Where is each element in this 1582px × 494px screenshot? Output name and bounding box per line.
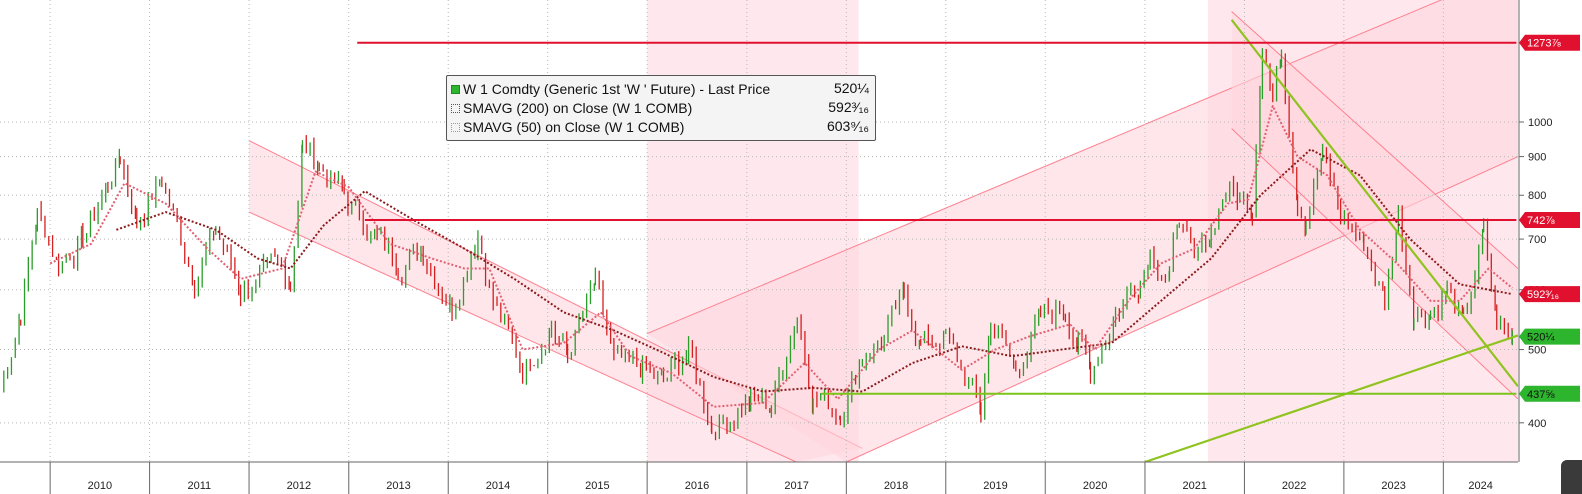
price-tag: 742⅞ — [1519, 211, 1580, 228]
sma200-swatch-icon — [451, 103, 460, 113]
price-tag: 437⅝ — [1519, 385, 1580, 402]
plot-layer — [0, 0, 1518, 462]
price-tag-label: 592³⁄₁₆ — [1527, 289, 1559, 301]
price-tag-label: 1273⅞ — [1527, 38, 1561, 50]
y-tick-label: 500 — [1528, 345, 1546, 357]
x-tick-label: 2016 — [685, 480, 709, 492]
x-tick-label: 2023 — [1381, 480, 1405, 492]
legend-value-price: 520¼ — [833, 80, 869, 96]
price-swatch-icon — [451, 84, 460, 94]
price-tag-label: 520¼ — [1527, 332, 1555, 344]
legend-label-sma50: SMAVG (50) on Close (W 1 COMB) — [463, 119, 685, 136]
legend-row-sma50: SMAVG (50) on Close (W 1 COMB) — [451, 117, 684, 135]
y-tick-label: 800 — [1528, 190, 1546, 202]
sma50-line — [49, 104, 1513, 408]
x-tick-label: 2013 — [386, 480, 410, 492]
legend-value-sma200: 592³⁄₁₆ — [828, 99, 869, 115]
y-tick-label: 1000 — [1528, 117, 1552, 129]
x-tick-label: 2015 — [585, 480, 609, 492]
legend-label-sma200: SMAVG (200) on Close (W 1 COMB) — [463, 100, 693, 117]
price-tag-label: 742⅞ — [1527, 215, 1555, 227]
legend: W 1 Comdty (Generic 1st 'W ' Future) - L… — [446, 75, 876, 141]
legend-row-price: W 1 Comdty (Generic 1st 'W ' Future) - L… — [451, 79, 770, 97]
x-tick-label: 2020 — [1083, 480, 1107, 492]
price-tag-shape — [1519, 34, 1580, 51]
x-tick-label: 2012 — [287, 480, 311, 492]
price-tag-shape — [1519, 328, 1580, 345]
price-tag: 520¼ — [1519, 328, 1580, 345]
x-tick-label: 2021 — [1182, 480, 1206, 492]
sma50-swatch-icon — [451, 122, 460, 132]
trendline — [1230, 19, 1518, 388]
channel-edge — [646, 0, 1443, 334]
y-tick-label: 400 — [1528, 418, 1546, 430]
x-tick-label: 2018 — [884, 480, 908, 492]
legend-row-sma200: SMAVG (200) on Close (W 1 COMB) — [451, 98, 692, 116]
price-tag-shape — [1519, 211, 1580, 228]
x-tick-label: 2024 — [1468, 480, 1492, 492]
x-tick-label: 2014 — [486, 480, 510, 492]
x-tick-label: 2010 — [88, 480, 112, 492]
legend-value-sma50: 603⁹⁄₁₆ — [826, 118, 869, 134]
channel-edge — [1231, 11, 1518, 269]
price-tag-label: 437⅝ — [1527, 389, 1555, 401]
sma200-line — [116, 148, 1513, 393]
chart-options-button[interactable] — [1561, 460, 1582, 494]
price-tag: 592³⁄₁₆ — [1519, 286, 1580, 303]
x-tick-label: 2022 — [1282, 480, 1306, 492]
x-tick-label: 2011 — [187, 480, 211, 492]
trendline — [1144, 334, 1518, 462]
x-tick-label: 2019 — [983, 480, 1007, 492]
y-tick-label: 900 — [1528, 152, 1546, 164]
price-tag: 1273⅞ — [1519, 34, 1580, 51]
price-tag-shape — [1519, 385, 1580, 402]
channel-edge — [248, 211, 797, 462]
legend-label-price: W 1 Comdty (Generic 1st 'W ' Future) - L… — [463, 81, 771, 98]
price-tag-shape — [1519, 286, 1580, 303]
y-tick-label: 700 — [1528, 234, 1546, 246]
x-tick-label: 2017 — [784, 480, 808, 492]
